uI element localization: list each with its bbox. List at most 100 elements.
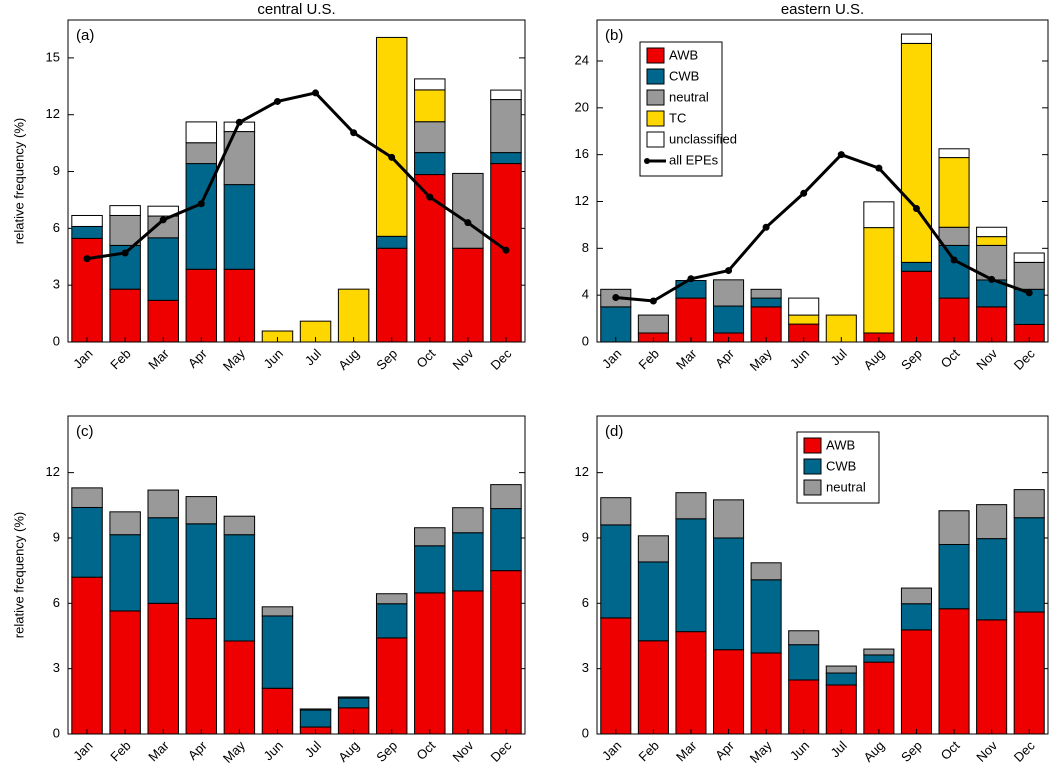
legend-label: CWB	[669, 68, 699, 83]
plot-frame	[596, 19, 1049, 343]
y-tick-label: 6	[53, 220, 60, 235]
bar-segment	[976, 306, 1008, 343]
x-tick-label: Feb	[107, 346, 133, 372]
x-tick-label: May	[220, 346, 248, 374]
line-point	[800, 189, 808, 197]
line-point	[464, 219, 472, 227]
line-point	[687, 275, 695, 283]
bar-segment	[261, 606, 294, 617]
y-tick-label: 3	[53, 660, 60, 675]
line-point	[988, 275, 996, 283]
x-tick-label: Dec	[488, 346, 515, 373]
bar-segment	[109, 534, 141, 612]
bar-segment	[675, 631, 707, 735]
x-tick-label: Apr	[712, 345, 737, 370]
y-tick-label: 20	[575, 99, 589, 114]
bar-segment	[900, 270, 932, 343]
legend-swatch	[646, 89, 665, 106]
x-tick-label: Sep	[898, 346, 925, 373]
bar-segment	[452, 532, 484, 592]
bar-segment	[788, 644, 820, 681]
bar-segment	[375, 247, 408, 343]
line-point	[649, 297, 657, 305]
bar-segment	[938, 608, 970, 735]
legend-swatch	[803, 458, 822, 475]
bar-segment	[109, 610, 141, 735]
legend-marker	[644, 158, 650, 164]
y-tick-label: 15	[46, 49, 60, 64]
bar-segment	[71, 506, 103, 578]
y-tick-label: 6	[53, 595, 60, 610]
y-tick-label: 12	[575, 193, 589, 208]
x-tick-label: Mar	[145, 345, 172, 372]
x-tick-label: May	[747, 738, 775, 764]
bar-segment	[600, 497, 632, 526]
legend-swatch	[803, 479, 822, 496]
bar-segment	[637, 561, 669, 642]
x-tick-label: May	[220, 738, 248, 764]
bar-segment	[375, 235, 408, 249]
line-point	[950, 256, 958, 264]
bar-segment	[414, 545, 446, 594]
bar-segment	[452, 247, 484, 343]
y-tick-label: 0	[582, 725, 589, 740]
line-point	[502, 246, 510, 254]
bar-segment	[261, 615, 294, 689]
line-point	[197, 200, 205, 208]
bar-segment	[976, 619, 1008, 735]
bar-segment	[185, 142, 218, 165]
bar-segment	[490, 152, 522, 165]
legend-swatch	[646, 110, 665, 127]
legend-label: CWB	[826, 458, 856, 473]
line-point	[388, 153, 396, 161]
line-point	[350, 129, 358, 137]
bar-segment	[223, 131, 256, 186]
y-tick-label: 12	[46, 106, 60, 121]
line	[86, 91, 507, 261]
y-tick-label: 0	[53, 725, 60, 740]
legend-label: AWB	[669, 47, 698, 62]
y-axis-label: relative frequency (%)	[11, 118, 26, 244]
bar-segment	[675, 492, 707, 520]
bar-segment	[223, 640, 256, 735]
x-tick-label: Jun	[261, 738, 286, 763]
bar-segment	[223, 268, 256, 343]
panel-label: (c)	[76, 423, 94, 440]
bar-segment	[109, 244, 141, 290]
bar-segment	[900, 603, 932, 631]
bar-segment	[299, 709, 332, 728]
legend-label: neutral	[669, 89, 709, 104]
bar-segment	[863, 654, 895, 663]
bar-segment	[147, 205, 179, 217]
bar-segment	[490, 570, 522, 735]
legend-label: neutral	[826, 479, 866, 494]
bar-segment	[71, 576, 103, 735]
bar-segment	[825, 665, 857, 674]
line-point	[273, 97, 281, 105]
x-tick-label: Jan	[70, 738, 95, 763]
line	[615, 152, 1030, 303]
bar-segment	[750, 288, 782, 299]
legend-swatch	[646, 68, 665, 85]
bar-segment	[299, 708, 332, 711]
bar-segment	[375, 593, 408, 605]
panel-label: (a)	[76, 27, 94, 44]
bar-segment	[825, 684, 857, 735]
line-point	[312, 89, 320, 97]
bar-segment	[147, 517, 179, 604]
line-point	[235, 118, 243, 126]
bar-segment	[1013, 261, 1045, 290]
bar-segment	[675, 280, 707, 299]
bar-segment	[109, 214, 141, 246]
legend-label: AWB	[826, 437, 855, 452]
bar-segment	[1013, 489, 1045, 519]
bar-segment	[675, 297, 707, 343]
line-point	[83, 255, 91, 263]
x-tick-label: Sep	[373, 738, 400, 764]
bar-segment	[976, 504, 1008, 540]
x-tick-label: Jul	[827, 738, 849, 760]
panel-title: central U.S.	[257, 1, 335, 18]
line-point	[612, 294, 620, 302]
bar-segment	[750, 562, 782, 581]
x-tick-label: Aug	[860, 738, 887, 764]
